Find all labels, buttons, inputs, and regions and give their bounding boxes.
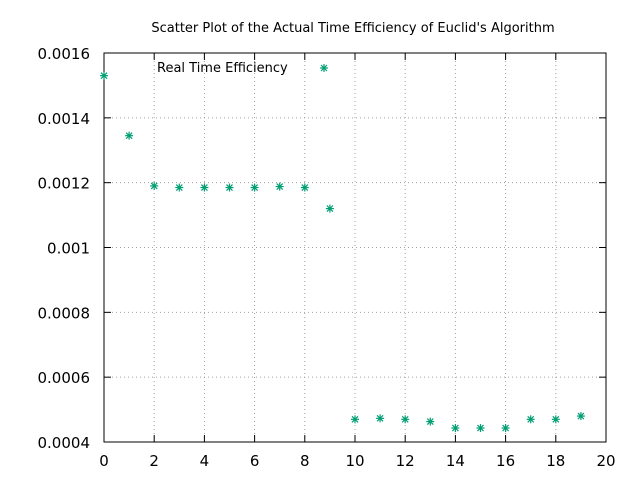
x-axis-tick-labels: 0 2 4 6 8 10 12 14 16 18 20 <box>99 452 615 470</box>
legend-marker-asterisk <box>320 64 328 72</box>
data-point <box>551 415 560 424</box>
x-tick-label: 4 <box>200 452 210 470</box>
y-tick-label: 0.001 <box>47 240 90 258</box>
x-tick-label: 16 <box>496 452 515 470</box>
data-point <box>476 424 485 433</box>
data-point <box>175 183 184 192</box>
y-tick-label: 0.0012 <box>38 175 91 193</box>
data-point <box>225 183 234 192</box>
x-tick-label: 12 <box>396 452 415 470</box>
data-point <box>125 131 134 140</box>
x-tick-label: 20 <box>596 452 615 470</box>
data-point <box>576 412 585 421</box>
y-tick-label: 0.0014 <box>38 110 91 128</box>
y-tick-label: 0.0008 <box>38 304 91 322</box>
x-tick-label: 0 <box>99 452 109 470</box>
data-point <box>526 415 535 424</box>
x-tick-label: 6 <box>250 452 260 470</box>
data-point <box>376 414 385 423</box>
grid-lines <box>104 53 606 442</box>
data-point <box>401 415 410 424</box>
data-point <box>300 183 309 192</box>
data-point <box>501 424 510 433</box>
x-tick-label: 18 <box>546 452 565 470</box>
chart-title: Scatter Plot of the Actual Time Efficien… <box>151 21 554 36</box>
x-tick-label: 2 <box>149 452 159 470</box>
x-tick-label: 14 <box>446 452 465 470</box>
y-tick-label: 0.0004 <box>38 434 91 452</box>
plot-area-frame <box>103 52 607 443</box>
y-tick-label: 0.0006 <box>38 369 91 387</box>
y-axis-tick-labels: 0.0004 0.0006 0.0008 0.001 0.0012 0.0014 0.001… <box>38 45 91 452</box>
data-points <box>100 71 585 433</box>
data-point <box>100 71 108 80</box>
axis-ticks <box>103 52 607 443</box>
data-point <box>325 204 334 213</box>
y-tick-label: 0.0016 <box>38 45 91 63</box>
data-point <box>150 181 159 190</box>
data-point <box>351 415 359 424</box>
legend: Real Time Efficiency <box>157 61 328 76</box>
data-point <box>451 424 460 433</box>
legend-label: Real Time Efficiency <box>157 61 288 76</box>
x-tick-label: 10 <box>345 452 364 470</box>
data-point <box>426 417 435 426</box>
data-point <box>275 182 284 191</box>
data-point <box>200 183 209 192</box>
legend-marker <box>320 64 328 72</box>
x-tick-label: 8 <box>300 452 310 470</box>
data-point <box>250 183 259 192</box>
